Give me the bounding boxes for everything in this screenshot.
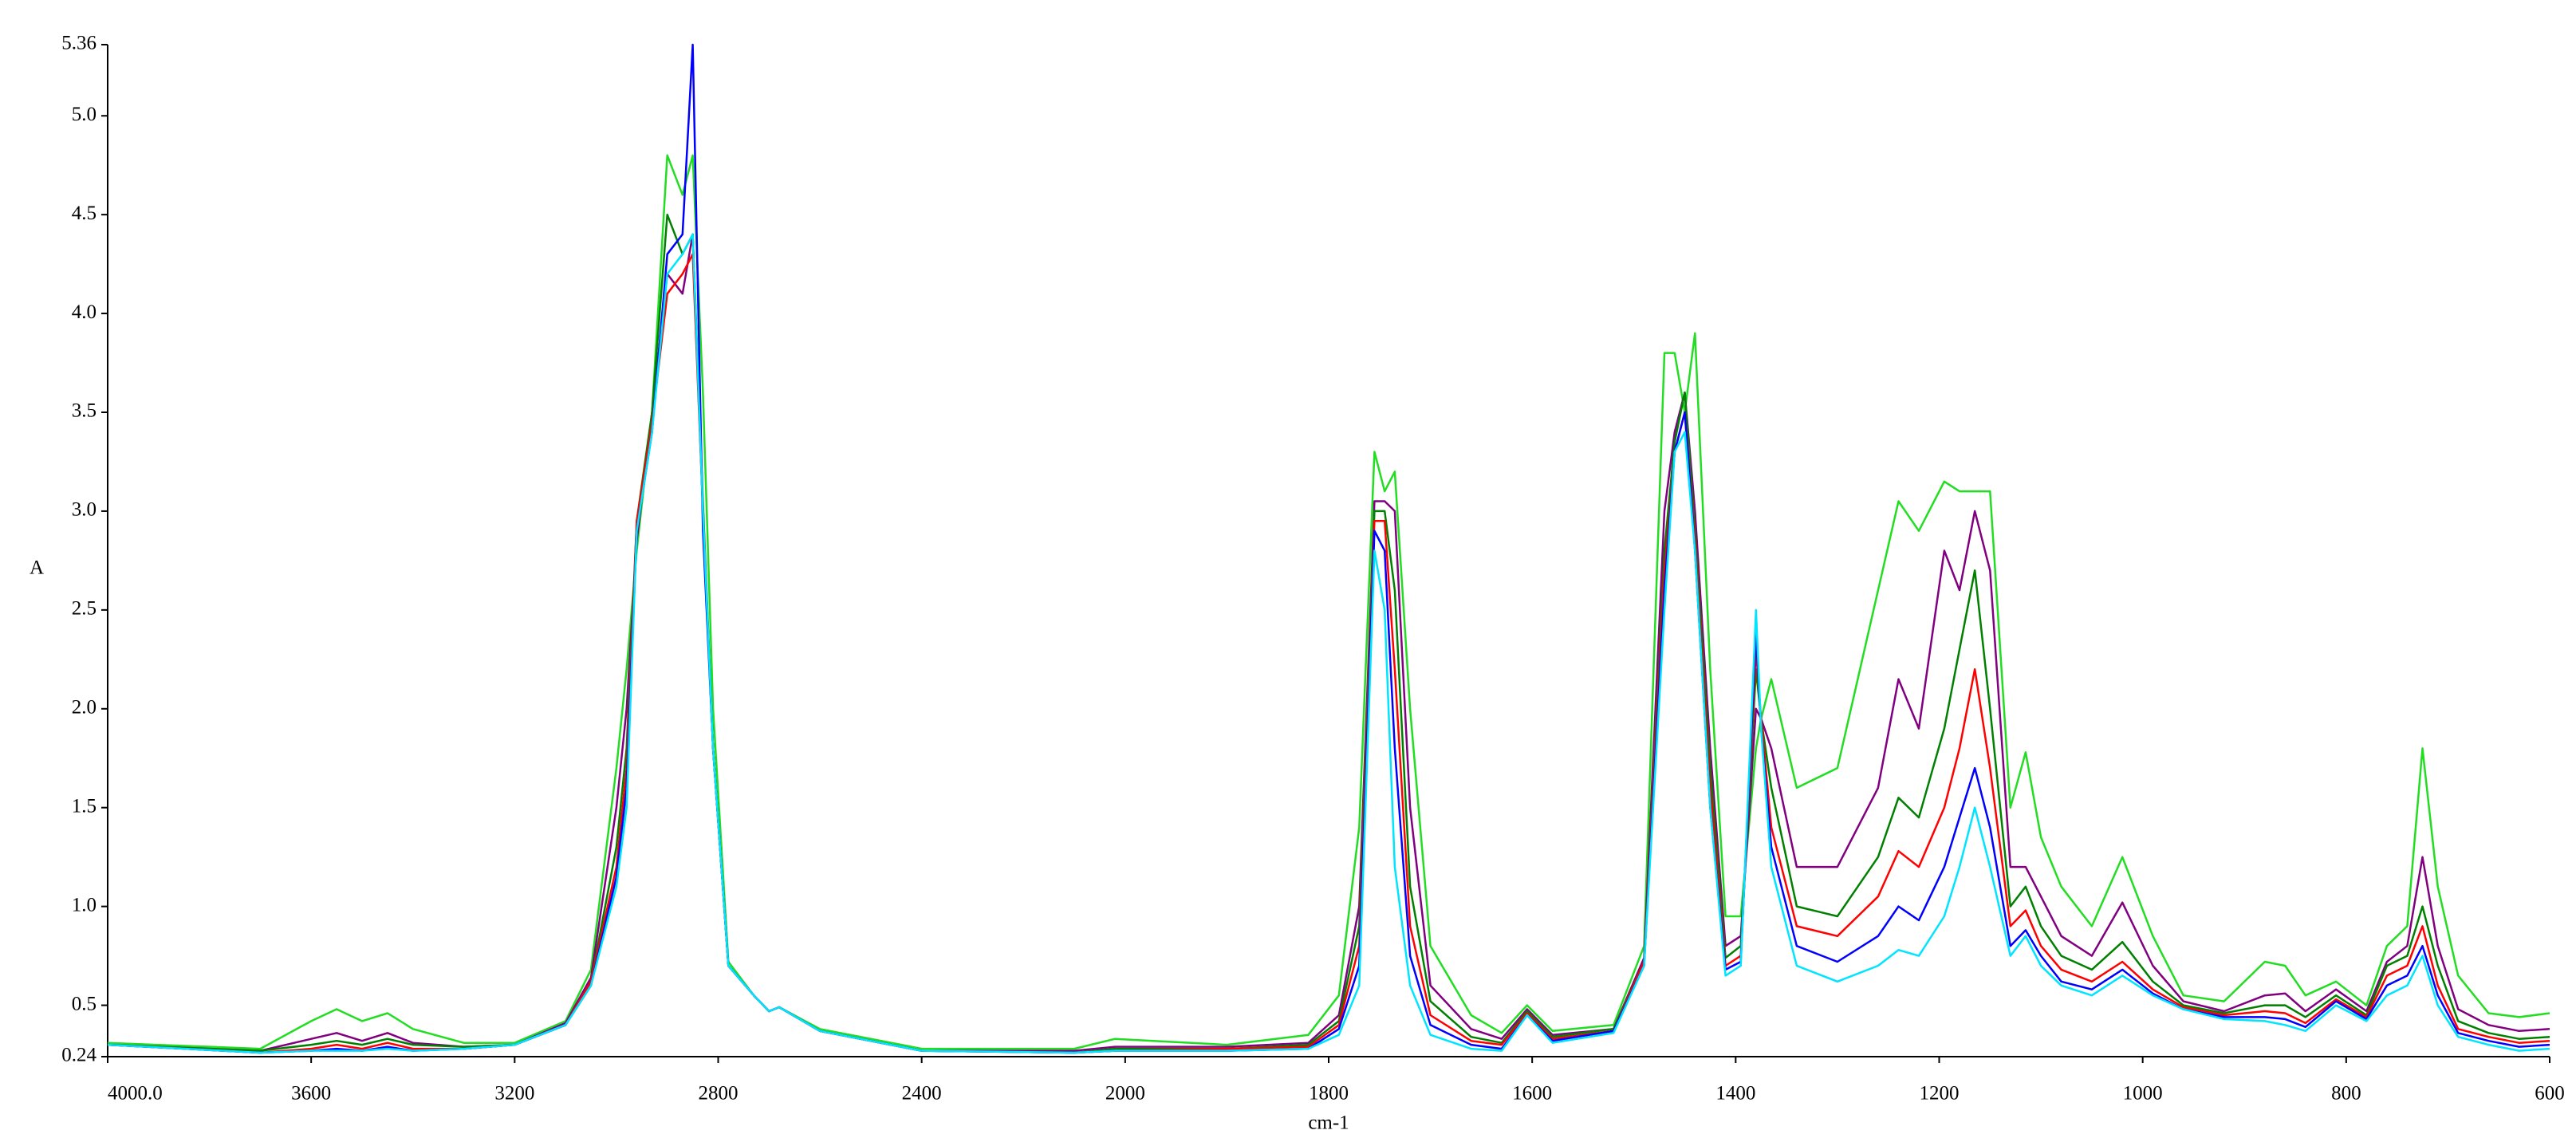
spectrum-line [107,154,2550,1050]
spectrum-line [107,213,2550,1054]
y-tick-label: 3.5 [72,400,97,422]
x-tick-label: 2000 [1105,1083,1145,1105]
x-tick-label: 1400 [1715,1083,1755,1105]
y-tick-label: 2.5 [72,598,97,620]
x-tick-label: 2800 [699,1083,739,1105]
x-axis-label: cm-1 [1308,1112,1349,1134]
spectrum-line [107,233,2550,1054]
y-tick-label: 4.5 [72,203,97,224]
x-tick-label: 1600 [1512,1083,1552,1105]
y-tick-label: 5.36 [61,33,97,54]
y-tick-label: 0.24 [61,1045,97,1066]
y-tick-label: 3.0 [72,499,97,521]
y-axis-label: A [30,557,44,579]
x-tick-label: 2400 [902,1083,942,1105]
y-tick-label: 2.0 [72,697,97,719]
x-tick-label: 600 [2535,1083,2565,1105]
y-tick-label: 5.0 [72,104,97,125]
x-tick-label: 800 [2331,1083,2361,1105]
spectrum-line [107,253,2550,1054]
y-tick-label: 4.0 [72,301,97,323]
spectrum-line [107,233,2550,1052]
x-tick-label: 1800 [1309,1083,1349,1105]
x-tick-label: 3200 [494,1083,534,1105]
x-tick-label: 4000.0 [108,1083,163,1105]
spectrum-line [107,43,2550,1054]
y-tick-label: 0.5 [72,993,97,1014]
y-tick-label: 1.5 [72,795,97,817]
x-tick-label: 3600 [291,1083,331,1105]
y-tick-label: 1.0 [72,894,97,916]
x-tick-label: 1000 [2123,1083,2163,1105]
x-tick-label: 1200 [1920,1083,1960,1105]
